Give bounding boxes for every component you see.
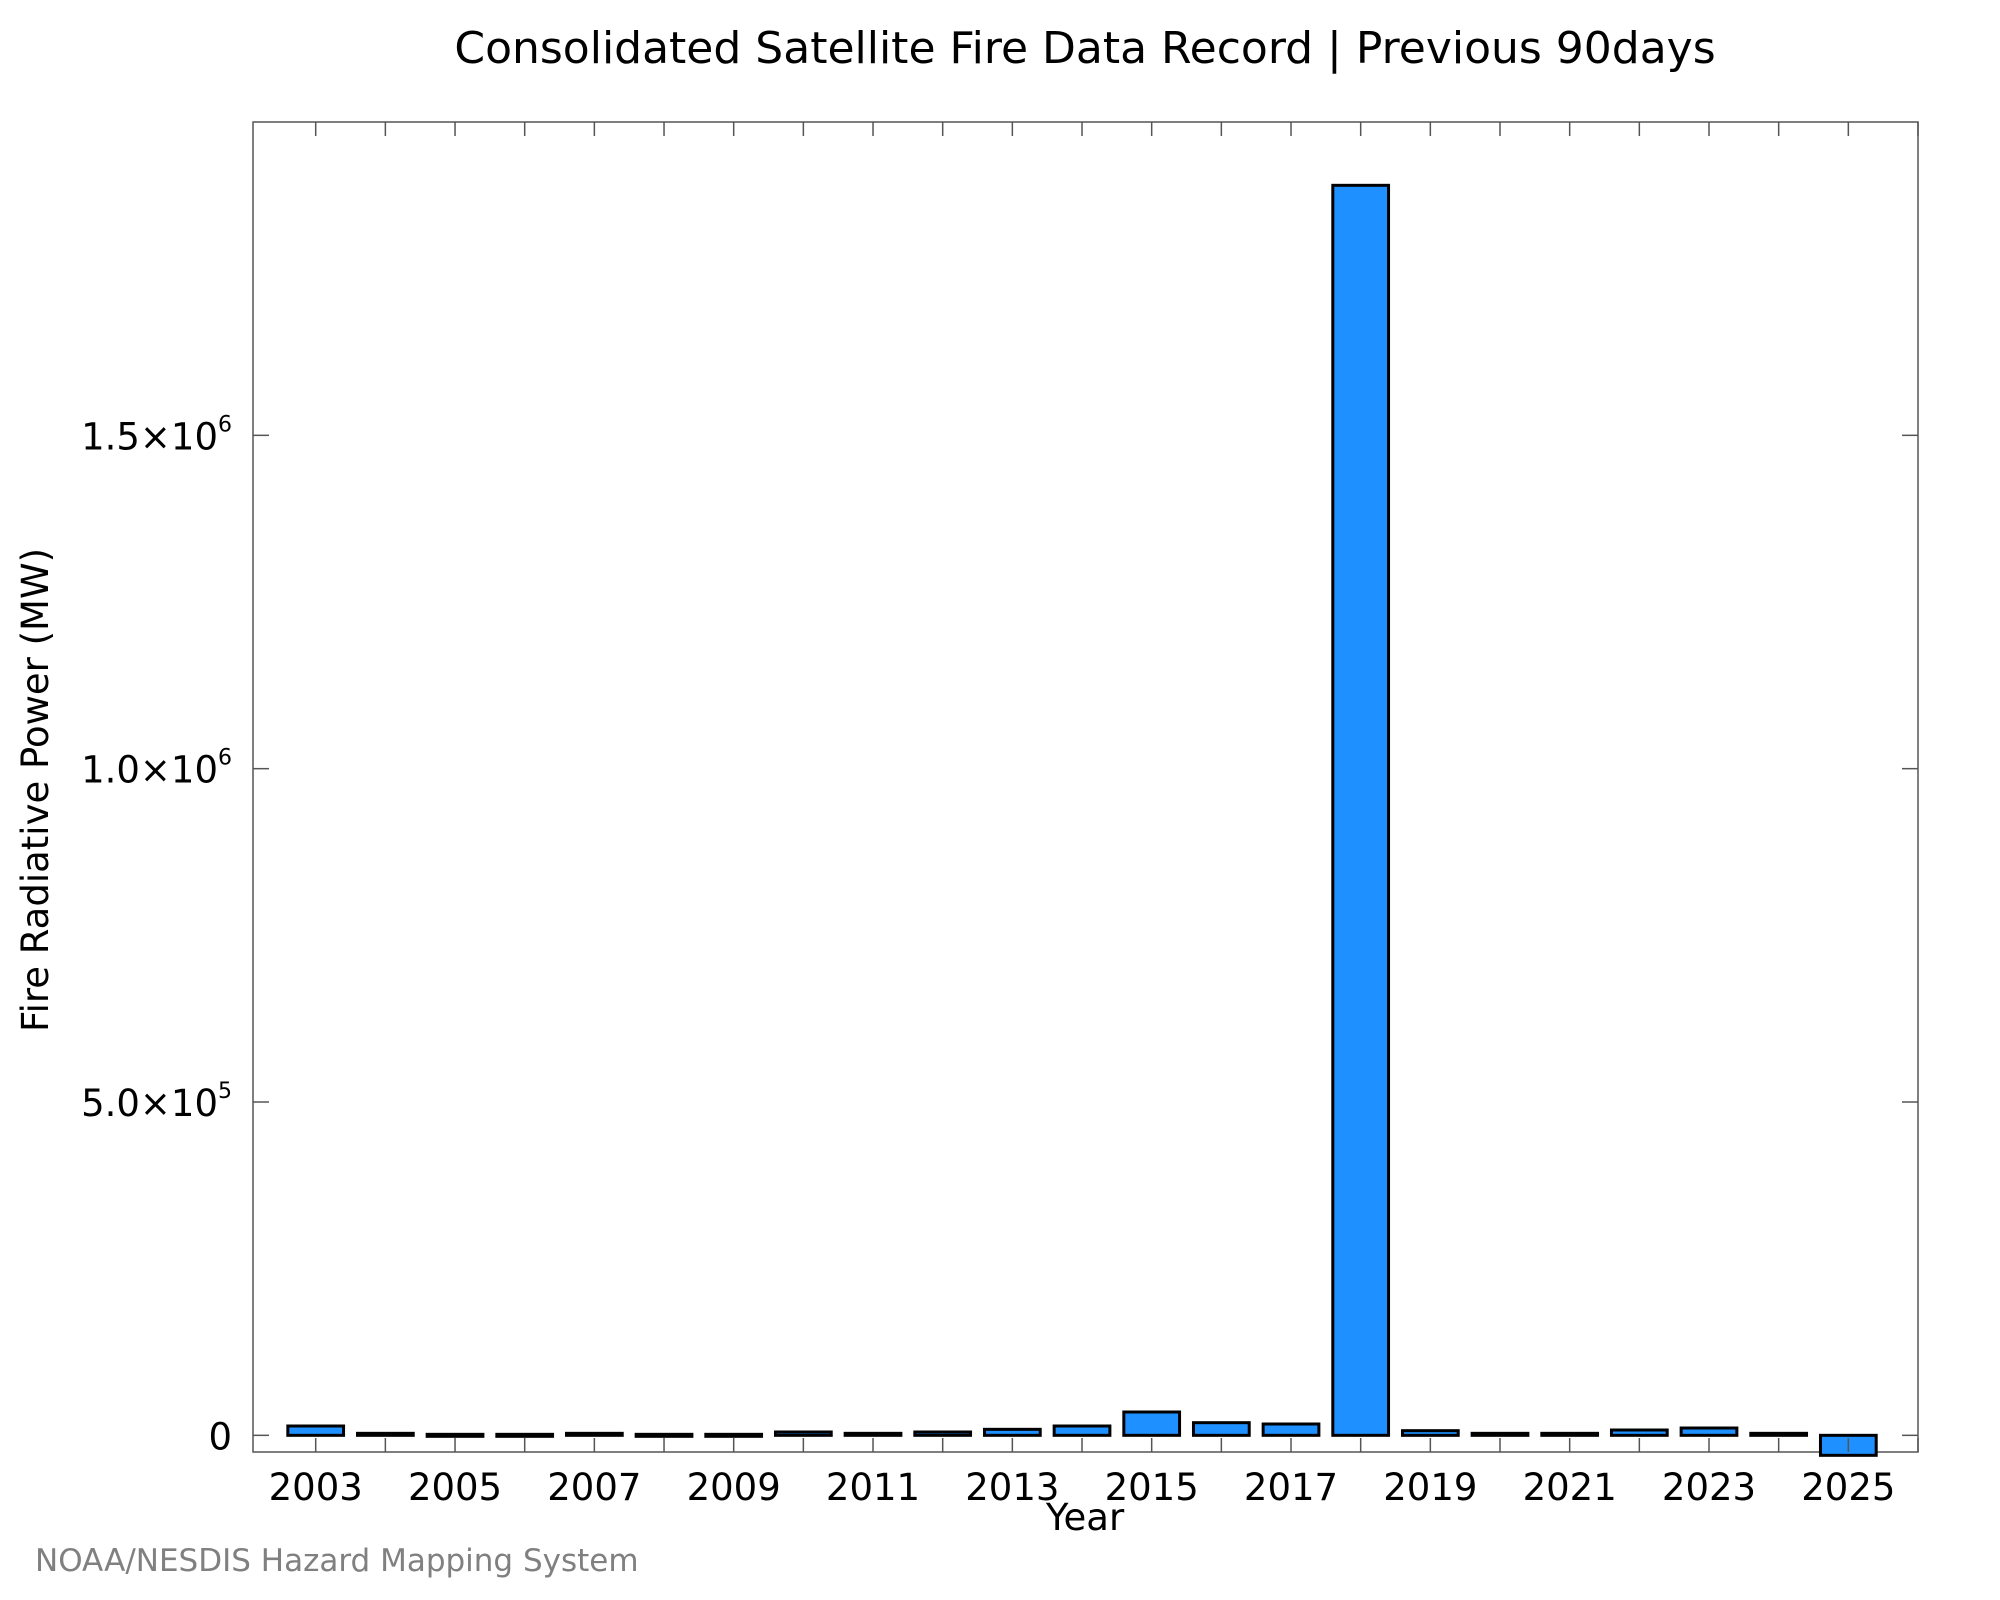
- bar-2017: [1261, 1422, 1321, 1437]
- bar-2007: [564, 1431, 624, 1437]
- x-tick-label: 2013: [965, 1466, 1059, 1509]
- bar-2016: [1191, 1421, 1251, 1437]
- bar-2022: [1609, 1428, 1669, 1437]
- bar-2013: [982, 1427, 1042, 1437]
- x-tick-label: 2021: [1523, 1466, 1617, 1509]
- bar-2024: [1749, 1431, 1809, 1437]
- x-tick-label: 2011: [826, 1466, 920, 1509]
- plot-area: 2003 2005 2007 2009 2011 2013 2015 2017 2019 2021…: [81, 121, 1919, 1509]
- x-tick-label: 2025: [1801, 1466, 1895, 1509]
- x-axis-title: Year: [1045, 1496, 1125, 1539]
- x-tick-label: 2019: [1383, 1466, 1477, 1509]
- plot-frame: [252, 121, 1919, 1453]
- y-tick-label: 5.0×105: [81, 1079, 232, 1125]
- bar-2010: [773, 1430, 833, 1437]
- x-tick-label: 2023: [1662, 1466, 1756, 1509]
- x-tick-label: 2007: [547, 1466, 641, 1509]
- x-tick-label: 2005: [408, 1466, 502, 1509]
- bar-2015: [1122, 1410, 1182, 1437]
- bar-2020: [1470, 1431, 1530, 1437]
- bar-2009: [704, 1432, 764, 1438]
- credit-text: NOAA/NESDIS Hazard Mapping System: [35, 1543, 639, 1579]
- x-tick-label: 2015: [1105, 1466, 1199, 1509]
- y-tick-label: 0: [208, 1415, 232, 1458]
- bar-2023: [1679, 1426, 1739, 1437]
- x-tick-label: 2009: [687, 1466, 781, 1509]
- bar-2012: [913, 1430, 973, 1437]
- chart-title: Consolidated Satellite Fire Data Record …: [454, 23, 1715, 74]
- bar-2008: [634, 1432, 694, 1438]
- bar-2011: [843, 1431, 903, 1437]
- bar-2004: [356, 1431, 415, 1437]
- y-tick-label: 1.5×106: [81, 412, 232, 458]
- bar-2006: [495, 1432, 555, 1438]
- x-tick-label: 2017: [1244, 1466, 1338, 1509]
- bar-2003: [286, 1424, 346, 1437]
- bar-2018: [1331, 183, 1391, 1437]
- y-axis-title: Fire Radiative Power (MW): [14, 548, 57, 1032]
- bar-2021: [1540, 1431, 1600, 1437]
- bar-2005: [425, 1432, 485, 1438]
- y-tick-label: 1.0×106: [81, 746, 232, 792]
- bar-2019: [1400, 1429, 1460, 1437]
- bar-2014: [1052, 1424, 1112, 1437]
- x-tick-label: 2003: [269, 1466, 363, 1509]
